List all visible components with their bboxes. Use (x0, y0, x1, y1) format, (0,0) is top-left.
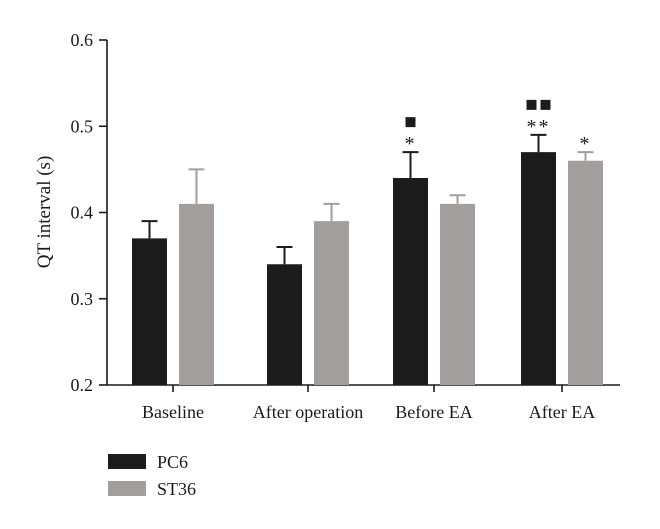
x-category-label: After EA (529, 402, 595, 422)
y-tick-label: 0.2 (71, 375, 94, 395)
bar (568, 160, 603, 385)
y-axis-title: QT interval (s) (34, 156, 55, 269)
x-category-label: After operation (253, 402, 363, 422)
bar (179, 203, 214, 385)
significance-star: ** (527, 116, 551, 138)
y-axis: 0.2 0.3 0.4 0.5 0.6 (71, 30, 108, 395)
significance-annotations: **** (405, 99, 592, 155)
legend-label: PC6 (157, 452, 188, 472)
bar (314, 221, 349, 385)
y-tick-label: 0.5 (71, 116, 94, 136)
legend-swatch (108, 481, 146, 496)
y-tick-label: 0.4 (71, 203, 94, 223)
legend: PC6 ST36 (108, 452, 196, 499)
legend-swatch (108, 454, 146, 469)
x-category-label: Baseline (142, 402, 204, 422)
significance-square (405, 117, 416, 128)
significance-square (526, 99, 537, 110)
significance-star: * (405, 133, 417, 155)
legend-label: ST36 (157, 479, 196, 499)
y-tick-label: 0.3 (71, 289, 94, 309)
bar (267, 264, 302, 385)
y-tick-label: 0.6 (71, 30, 94, 50)
bars (132, 152, 603, 385)
bar (521, 152, 556, 385)
bar (393, 178, 428, 385)
significance-square (540, 99, 551, 110)
significance-star: * (580, 133, 592, 155)
x-category-label: Before EA (395, 402, 472, 422)
x-axis: Baseline After operation Before EA After EA (107, 384, 620, 422)
bar (440, 203, 475, 385)
error-bars (141, 133, 594, 265)
bar (132, 238, 167, 385)
